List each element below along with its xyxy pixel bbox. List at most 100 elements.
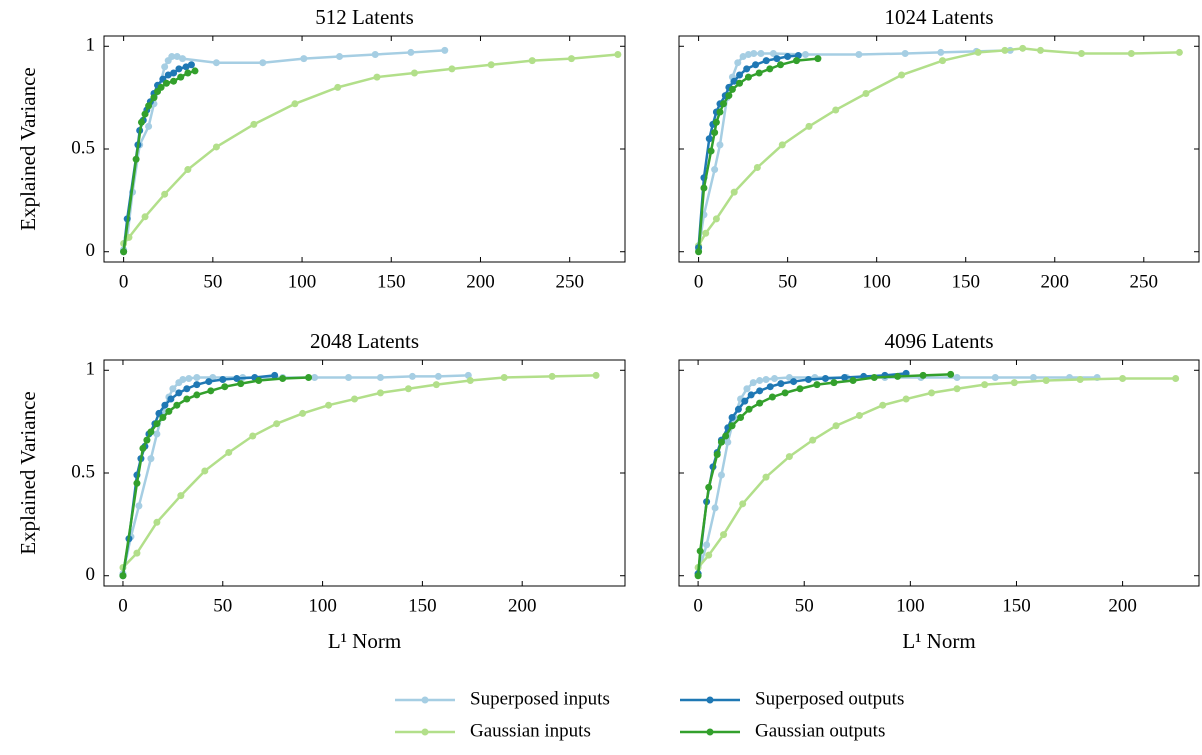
series-marker xyxy=(184,69,192,77)
series-marker xyxy=(528,57,536,65)
series-line xyxy=(121,376,309,576)
y-tick-label: 0 xyxy=(86,564,96,585)
series-marker xyxy=(813,381,821,389)
series-marker xyxy=(756,399,764,407)
series-marker xyxy=(1001,46,1009,54)
series-marker xyxy=(712,118,720,126)
chart-title: 512 Latents xyxy=(315,5,414,29)
x-tick-label: 100 xyxy=(288,271,317,292)
series-marker xyxy=(804,376,812,384)
series-marker xyxy=(237,380,245,388)
series-marker xyxy=(191,67,199,75)
y-tick-label: 1 xyxy=(86,35,96,56)
series-marker xyxy=(376,389,384,397)
legend-label: Superposed inputs xyxy=(470,688,610,709)
series-marker xyxy=(334,83,342,91)
series-marker xyxy=(747,391,755,399)
x-tick-label: 250 xyxy=(1130,271,1159,292)
series-marker xyxy=(164,71,172,79)
series-marker xyxy=(250,120,258,128)
series-marker xyxy=(408,372,416,380)
series-marker xyxy=(773,55,781,63)
x-tick-label: 250 xyxy=(555,271,584,292)
series-marker xyxy=(165,407,173,415)
series-marker xyxy=(1127,49,1135,57)
series-marker xyxy=(548,372,556,380)
series-marker xyxy=(801,50,809,58)
x-axis-label: L¹ Norm xyxy=(902,629,975,653)
x-tick-label: 0 xyxy=(694,271,704,292)
chart-title: 2048 Latents xyxy=(310,329,419,353)
series-marker xyxy=(805,122,813,130)
series-marker xyxy=(371,50,379,58)
series-marker xyxy=(173,401,181,409)
series-marker xyxy=(143,436,151,444)
series-marker xyxy=(207,387,215,395)
series-marker xyxy=(737,414,745,422)
series-marker xyxy=(325,401,333,409)
series-marker xyxy=(175,65,183,73)
series-marker xyxy=(728,85,736,93)
series-marker xyxy=(145,122,153,130)
series-marker xyxy=(781,389,789,397)
series-line xyxy=(122,374,597,569)
series-marker xyxy=(183,395,191,403)
series-marker xyxy=(182,63,190,71)
series-marker xyxy=(736,79,744,87)
legend-marker xyxy=(421,728,429,736)
series-marker xyxy=(778,141,786,149)
series-marker xyxy=(183,385,191,393)
series-marker xyxy=(713,451,721,459)
series-marker xyxy=(720,100,728,108)
series-marker xyxy=(145,102,153,110)
x-tick-label: 100 xyxy=(862,271,891,292)
series-marker xyxy=(1119,374,1127,382)
series-marker xyxy=(725,92,733,100)
series-marker xyxy=(730,77,738,85)
series-marker xyxy=(299,409,307,417)
series-marker xyxy=(705,135,713,143)
series-marker xyxy=(201,467,209,475)
series-marker xyxy=(157,83,165,91)
series-marker xyxy=(711,504,719,512)
series-marker xyxy=(259,59,267,67)
series-marker xyxy=(1019,44,1027,52)
series-marker xyxy=(762,57,770,65)
series-marker xyxy=(902,395,910,403)
series-marker xyxy=(219,376,227,384)
legend: Superposed inputs Gaussian inputs Superpos… xyxy=(395,688,904,741)
series-marker xyxy=(744,50,752,58)
series-marker xyxy=(205,378,213,386)
series-marker xyxy=(193,373,201,381)
series-marker xyxy=(841,373,849,381)
series-marker xyxy=(255,377,263,385)
series-marker xyxy=(1042,377,1050,385)
chart-title: 1024 Latents xyxy=(884,5,993,29)
series-marker xyxy=(937,48,945,56)
series-marker xyxy=(939,57,947,65)
series-marker xyxy=(161,401,169,409)
series-marker xyxy=(712,215,720,223)
series-marker xyxy=(300,55,308,63)
series-marker xyxy=(345,373,353,381)
series-marker xyxy=(756,387,764,395)
series-marker xyxy=(695,248,703,256)
series-marker xyxy=(769,49,777,57)
x-tick-label: 200 xyxy=(466,271,495,292)
series-marker xyxy=(757,49,765,57)
series-marker xyxy=(821,374,829,382)
series-marker xyxy=(271,371,279,379)
legend-marker xyxy=(706,696,714,704)
x-tick-label: 200 xyxy=(508,595,537,616)
series-marker xyxy=(793,57,801,65)
x-tick-label: 50 xyxy=(203,271,222,292)
series-marker xyxy=(291,100,299,108)
series-marker xyxy=(170,69,178,77)
series-marker xyxy=(162,79,170,87)
series-marker xyxy=(796,385,804,393)
series-marker xyxy=(756,377,764,385)
series-marker xyxy=(161,190,169,198)
series-marker xyxy=(1010,379,1018,387)
series-marker xyxy=(705,483,713,491)
x-tick-label: 50 xyxy=(778,271,797,292)
